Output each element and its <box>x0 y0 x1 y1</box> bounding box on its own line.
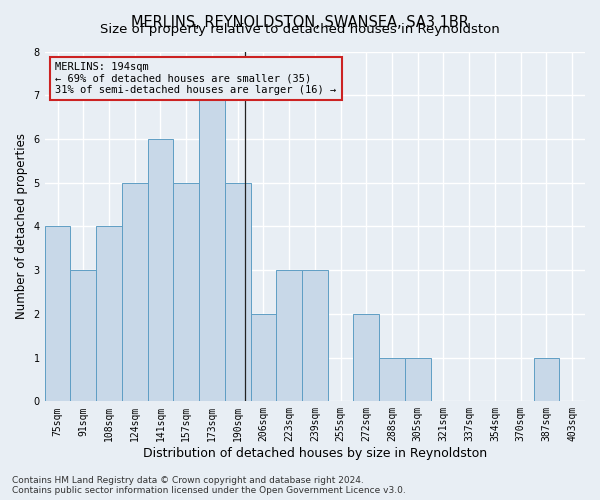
Text: MERLINS: 194sqm
← 69% of detached houses are smaller (35)
31% of semi-detached h: MERLINS: 194sqm ← 69% of detached houses… <box>55 62 337 95</box>
X-axis label: Distribution of detached houses by size in Reynoldston: Distribution of detached houses by size … <box>143 447 487 460</box>
Y-axis label: Number of detached properties: Number of detached properties <box>15 134 28 320</box>
Bar <box>44 226 70 402</box>
Bar <box>302 270 328 402</box>
Bar <box>199 95 225 402</box>
Bar <box>533 358 559 402</box>
Text: MERLINS, REYNOLDSTON, SWANSEA, SA3 1BR: MERLINS, REYNOLDSTON, SWANSEA, SA3 1BR <box>131 15 469 30</box>
Bar <box>122 182 148 402</box>
Bar <box>225 182 251 402</box>
Bar <box>173 182 199 402</box>
Bar <box>251 314 276 402</box>
Bar <box>70 270 96 402</box>
Bar <box>379 358 405 402</box>
Bar <box>96 226 122 402</box>
Bar <box>276 270 302 402</box>
Bar <box>405 358 431 402</box>
Bar <box>353 314 379 402</box>
Text: Size of property relative to detached houses in Reynoldston: Size of property relative to detached ho… <box>100 22 500 36</box>
Bar <box>148 139 173 402</box>
Text: Contains HM Land Registry data © Crown copyright and database right 2024.
Contai: Contains HM Land Registry data © Crown c… <box>12 476 406 495</box>
